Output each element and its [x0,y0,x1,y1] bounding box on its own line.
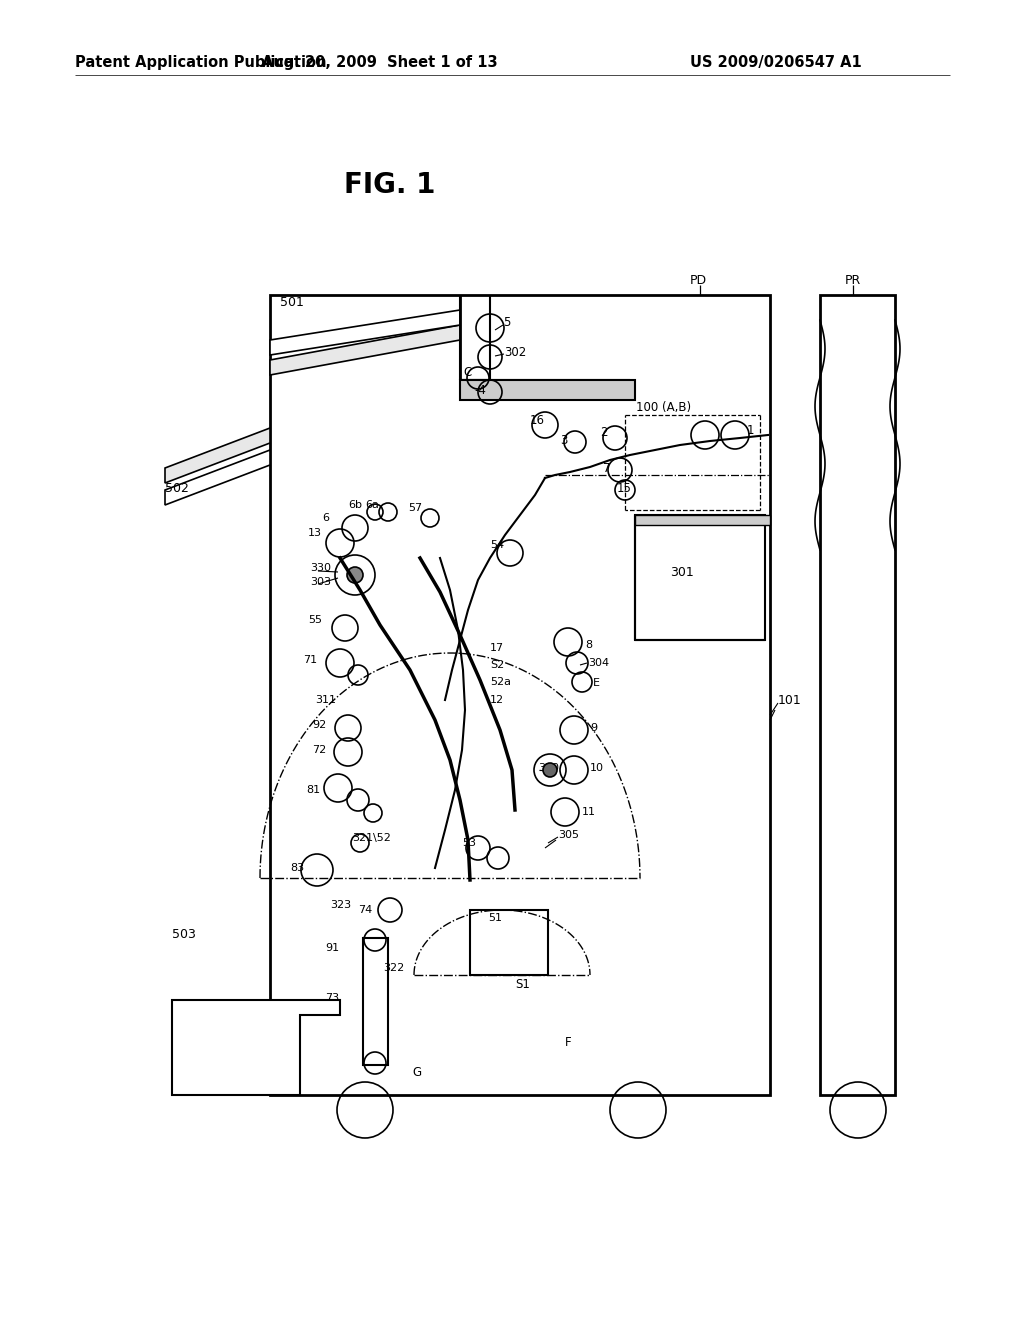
Text: 55: 55 [308,615,322,624]
Text: 3: 3 [560,433,567,446]
Text: S2: S2 [490,660,504,671]
Text: 303: 303 [310,577,331,587]
Text: 323: 323 [330,900,351,909]
Text: 54: 54 [490,540,504,550]
Text: 7: 7 [603,462,610,474]
Text: 12: 12 [490,696,504,705]
Text: 304: 304 [588,657,609,668]
Bar [362,939,388,1065]
Text: 302: 302 [504,346,526,359]
Text: 8: 8 [585,640,592,649]
Text: 9: 9 [590,723,597,733]
Text: 16: 16 [530,413,545,426]
Text: 52a: 52a [490,677,511,686]
Polygon shape [165,428,270,483]
Text: 5: 5 [503,317,510,330]
Text: 74: 74 [358,906,373,915]
Text: Patent Application Publication: Patent Application Publication [75,54,327,70]
Text: 71: 71 [303,655,317,665]
Text: 501: 501 [280,297,304,309]
Text: 10: 10 [590,763,604,774]
Bar [635,515,770,525]
Text: 72: 72 [312,744,327,755]
Bar [470,909,548,975]
Circle shape [543,763,557,777]
Text: 322: 322 [383,964,404,973]
Text: 1: 1 [746,424,755,437]
Text: 321: 321 [352,833,373,843]
Text: PD: PD [690,273,708,286]
Text: 13: 13 [308,528,322,539]
Text: S1: S1 [515,978,529,991]
Text: 17: 17 [490,643,504,653]
Text: 6a: 6a [365,500,379,510]
Text: 310: 310 [538,763,559,774]
Text: \52: \52 [373,833,391,843]
Text: FIG. 1: FIG. 1 [344,172,435,199]
Text: G: G [412,1067,421,1080]
Text: 305: 305 [558,830,579,840]
Text: C: C [463,367,471,380]
Text: 11: 11 [582,807,596,817]
Polygon shape [270,310,460,355]
Text: 502: 502 [165,482,188,495]
Text: 51: 51 [488,913,502,923]
Text: 6: 6 [322,513,329,523]
Text: 2: 2 [600,426,607,440]
Text: 57: 57 [408,503,422,513]
Polygon shape [165,450,270,506]
Text: 100 (A,B): 100 (A,B) [636,401,691,414]
Bar [635,515,765,640]
Text: E: E [593,678,600,688]
Text: 6b: 6b [348,500,362,510]
Text: Aug. 20, 2009  Sheet 1 of 13: Aug. 20, 2009 Sheet 1 of 13 [262,54,498,70]
Text: PR: PR [845,273,861,286]
Text: 73: 73 [325,993,339,1003]
Text: 503: 503 [172,928,196,941]
Bar [460,380,635,400]
Text: F: F [565,1036,571,1049]
Polygon shape [270,325,460,375]
Text: 301: 301 [670,565,693,578]
Text: -4: -4 [474,384,485,396]
Text: 91: 91 [325,942,339,953]
Text: 83: 83 [290,863,304,873]
Bar [270,294,770,1096]
Text: 81: 81 [306,785,321,795]
Polygon shape [172,1001,340,1096]
Text: 311: 311 [315,696,336,705]
Bar [820,294,895,1096]
Text: 53: 53 [462,838,476,847]
Text: US 2009/0206547 A1: US 2009/0206547 A1 [690,54,862,70]
Text: 92: 92 [312,719,327,730]
Text: 101: 101 [778,693,802,706]
Circle shape [347,568,362,583]
Text: 330: 330 [310,564,331,573]
Text: 15: 15 [617,482,632,495]
